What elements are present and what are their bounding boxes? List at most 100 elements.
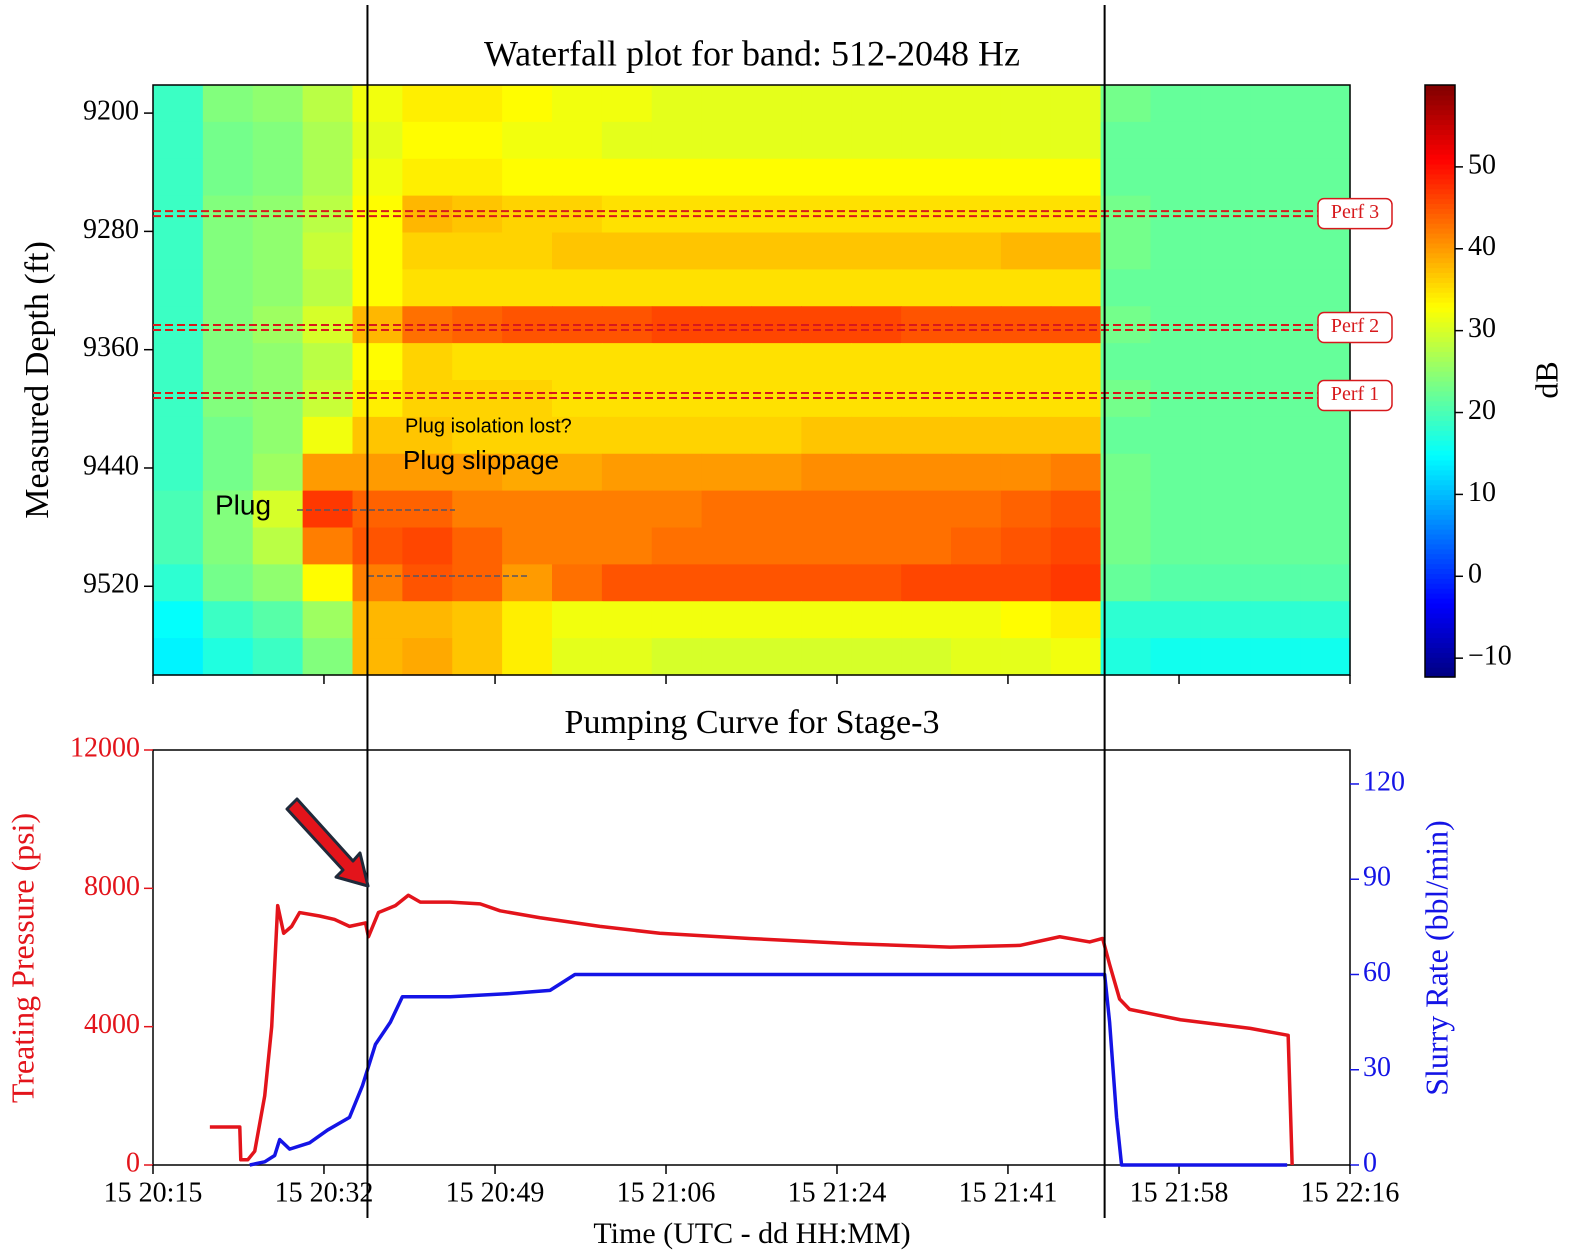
colorbar-gradient [1425, 277, 1455, 283]
colorbar-gradient [1425, 588, 1455, 594]
heatmap-cell [1100, 195, 1152, 234]
heatmap-cell [651, 85, 703, 123]
colorbar-gradient [1425, 272, 1455, 278]
y-tick-label: 4000 [84, 1009, 140, 1040]
heatmap-cell [601, 527, 653, 565]
heatmap-cell [951, 195, 1002, 234]
heatmap-cell [1100, 232, 1152, 270]
colorbar-gradient [1425, 119, 1455, 126]
heatmap-cell [851, 121, 902, 160]
heatmap-cell [1250, 601, 1301, 639]
heatmap-cell [302, 121, 354, 160]
heatmap-cell [252, 269, 304, 307]
colorbar-gradient [1425, 208, 1455, 214]
heatmap-cell [1250, 195, 1301, 234]
colorbar-gradient [1425, 632, 1455, 639]
x-tick-label: 15 20:15 [104, 1177, 203, 1208]
heatmap-cell [1200, 195, 1251, 234]
heatmap-cell [701, 158, 753, 197]
colorbar-gradient [1425, 494, 1455, 500]
plot-frame [152, 749, 1351, 1166]
heatmap-cell [1000, 564, 1052, 602]
colorbar-gradient [1425, 455, 1455, 461]
colorbar-gradient [1425, 603, 1455, 609]
colorbar-gradient [1425, 242, 1455, 249]
heatmap-cell [701, 195, 753, 234]
colorbar-label: dB [1528, 361, 1564, 398]
heatmap-cell [951, 343, 1002, 381]
heatmap-cell [851, 343, 902, 381]
heatmap-cell [502, 158, 553, 197]
colorbar-gradient [1425, 282, 1455, 288]
heatmap-cell [751, 564, 802, 602]
heatmap-cell [1050, 269, 1102, 307]
heatmap-cell [153, 527, 204, 565]
heatmap-cell [352, 343, 403, 381]
colorbar-gradient [1425, 257, 1455, 264]
heatmap-cell [651, 601, 703, 639]
y2-tick-label: 90 [1363, 862, 1391, 893]
heatmap-cell [552, 85, 603, 123]
heatmap-cell [452, 416, 503, 455]
perforation-label-box [1317, 379, 1393, 412]
heatmap-cell [452, 453, 503, 492]
heatmap-cell [452, 527, 503, 565]
colorbar-gradient [1425, 529, 1455, 535]
heatmap-cell [552, 121, 603, 160]
heatmap-cell [1300, 232, 1351, 270]
heatmap-cell [452, 269, 503, 307]
heatmap-cell [1300, 85, 1351, 123]
heatmap-cell [851, 158, 902, 197]
x-tick-label: 15 21:24 [788, 1177, 887, 1208]
heatmap-cell [452, 195, 503, 234]
perforation-label: Perf 1 [1331, 383, 1379, 405]
colorbar-gradient [1425, 533, 1455, 540]
colorbar-gradient [1425, 420, 1455, 426]
colorbar-gradient [1425, 509, 1455, 515]
heatmap-cell [901, 195, 952, 234]
heatmap-cell [651, 158, 703, 197]
heatmap-cell [402, 527, 453, 565]
heatmap-cell [552, 195, 603, 234]
heatmap-cell [651, 453, 703, 492]
colorbar-gradient [1425, 435, 1455, 441]
heatmap-cell [1200, 158, 1251, 197]
heatmap-cell [1000, 416, 1052, 455]
heatmap-cell [801, 453, 852, 492]
heatmap-cell [252, 85, 304, 123]
colorbar-gradient [1425, 89, 1455, 96]
heatmap-cell [153, 195, 204, 234]
heatmap-cell [1300, 564, 1351, 602]
heatmap-cell [601, 195, 653, 234]
heatmap-cell [801, 232, 852, 270]
heatmap-cell [751, 490, 802, 529]
heatmap-cell [1100, 85, 1152, 123]
colorbar-gradient [1425, 667, 1455, 673]
heatmap-cell [1100, 490, 1152, 529]
heatmap-cell [651, 232, 703, 270]
heatmap-cell [851, 453, 902, 492]
colorbar-gradient [1425, 548, 1455, 555]
heatmap-cell [402, 158, 453, 197]
heatmap-cell [153, 601, 204, 639]
heatmap-cell [202, 638, 254, 676]
y-tick-label: 0 [126, 1147, 140, 1178]
y-tick-label: 9520 [83, 569, 139, 600]
heatmap-cell [302, 85, 354, 123]
x-axis-label: Time (UTC - dd HH:MM) [593, 1217, 910, 1250]
heatmap-cell [801, 416, 852, 455]
heatmap-cell [901, 343, 952, 381]
heatmap-cell [951, 638, 1002, 676]
heatmap-cell [1050, 121, 1102, 160]
heatmap-cell [1150, 453, 1201, 492]
heatmap-cell [1200, 564, 1251, 602]
heatmap-cell [751, 601, 802, 639]
colorbar-gradient [1425, 149, 1455, 155]
heatmap-cell [951, 85, 1002, 123]
heatmap-cell [452, 121, 503, 160]
heatmap-cell [153, 564, 204, 602]
heatmap-cell [302, 195, 354, 234]
heatmap-cell [701, 601, 753, 639]
colorbar-gradient [1425, 351, 1455, 357]
colorbar-gradient [1425, 662, 1455, 668]
